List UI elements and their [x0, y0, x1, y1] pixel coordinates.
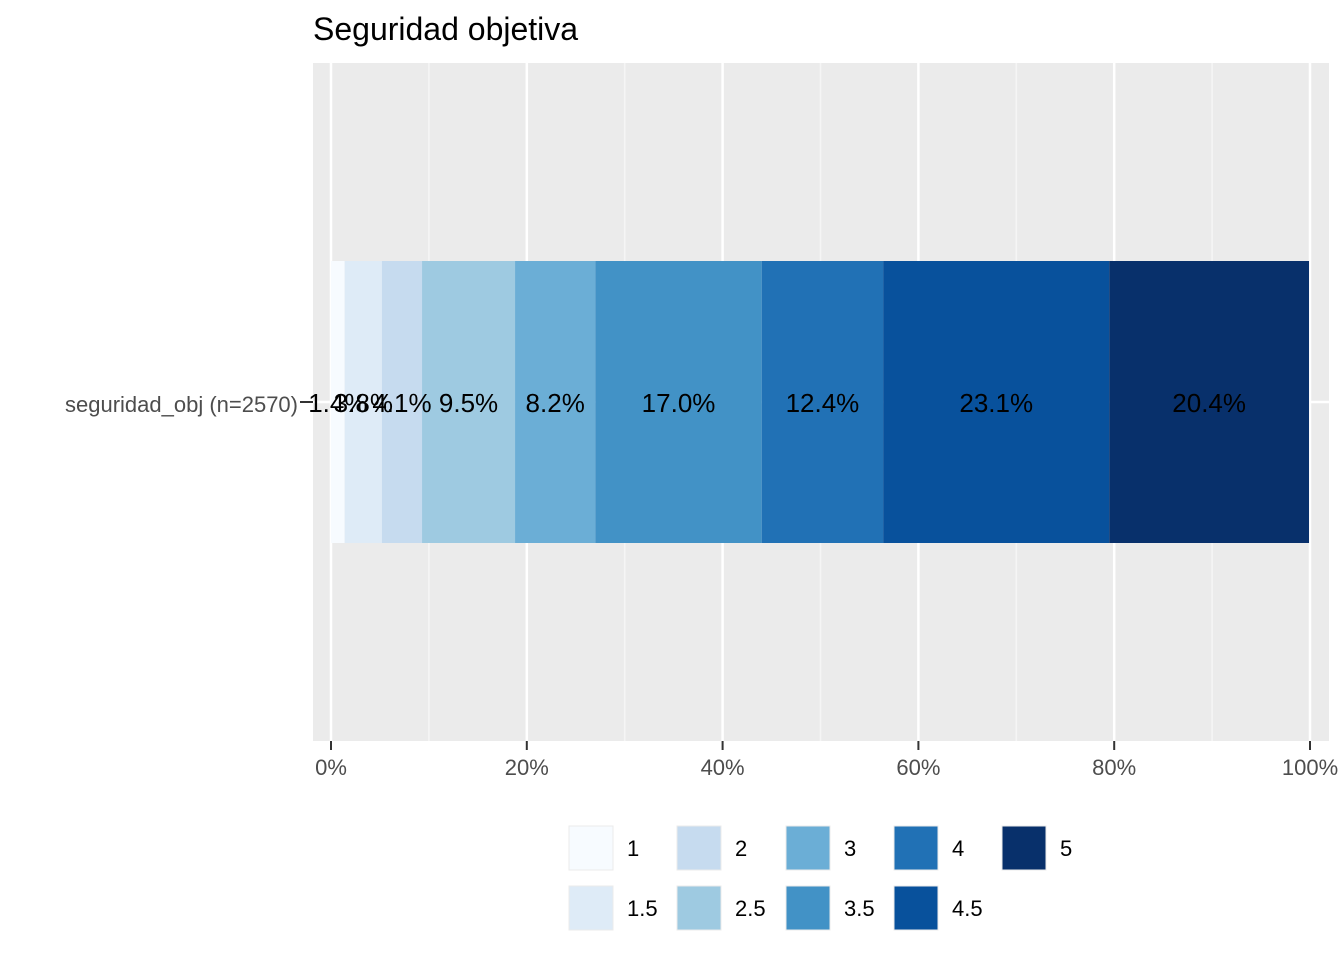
bar-segment-2	[381, 261, 423, 543]
legend-key-2-5	[676, 885, 722, 931]
bar-label-2: 4.1%	[372, 388, 431, 418]
bar-segments	[331, 261, 1310, 543]
legend-key-3-5	[785, 885, 831, 931]
bar-label-2-5: 9.5%	[439, 388, 498, 418]
legend-key-1-5	[568, 885, 614, 931]
legend-label-4: 4	[952, 836, 964, 861]
legend-key-5	[1001, 825, 1047, 871]
bar-segment-1	[331, 261, 345, 543]
legend-label-1: 1	[627, 836, 639, 861]
legend-key-3	[785, 825, 831, 871]
x-tick-label: 60%	[896, 755, 940, 780]
legend-label-3: 3	[844, 836, 856, 861]
bar-segment-3-5	[595, 261, 762, 543]
bar-label-3: 8.2%	[526, 388, 585, 418]
x-tick-label: 100%	[1282, 755, 1338, 780]
bar-label-1: 1.4%	[308, 388, 367, 418]
legend-key-4-5	[893, 885, 939, 931]
legend-label-3-5: 3.5	[844, 896, 875, 921]
legend-key-4	[893, 825, 939, 871]
legend-label-4-5: 4.5	[952, 896, 983, 921]
x-tick-label: 80%	[1092, 755, 1136, 780]
legend-label-5: 5	[1060, 836, 1072, 861]
chart-title: Seguridad objetiva	[313, 11, 578, 47]
y-tick-label: seguridad_obj (n=2570)	[65, 392, 298, 417]
bar-segment-4	[761, 261, 884, 543]
x-tick-label: 0%	[315, 755, 347, 780]
bar-segment-3	[515, 261, 596, 543]
bar-segment-4-5	[883, 261, 1110, 543]
x-tick-label: 20%	[505, 755, 549, 780]
bar-label-4-5: 23.1%	[959, 388, 1033, 418]
legend-label-2: 2	[735, 836, 747, 861]
legend-label-1-5: 1.5	[627, 896, 658, 921]
x-axis: 0% 20% 40% 60% 80% 100%	[315, 741, 1338, 780]
bar-label-1-5: 3.8%	[334, 388, 393, 418]
bar-label-4: 12.4%	[786, 388, 860, 418]
bar-segment-5	[1109, 261, 1310, 543]
legend-label-2-5: 2.5	[735, 896, 766, 921]
bar-label-5: 20.4%	[1172, 388, 1246, 418]
bar-value-labels: 1.4%3.8%4.1% 9.5% 8.2% 17.0% 12.4% 23.1% 20.4%	[308, 388, 1246, 418]
legend: 1 1.5 2 2.5 3 3.5 4 4.5 5	[568, 825, 1072, 931]
bar-segment-1-5	[344, 261, 382, 543]
x-tick-label: 40%	[701, 755, 745, 780]
y-axis: seguridad_obj (n=2570)	[65, 392, 313, 417]
legend-key-2	[676, 825, 722, 871]
bar-segment-2-5	[422, 261, 516, 543]
legend-key-1	[568, 825, 614, 871]
bar-label-3-5: 17.0%	[642, 388, 716, 418]
